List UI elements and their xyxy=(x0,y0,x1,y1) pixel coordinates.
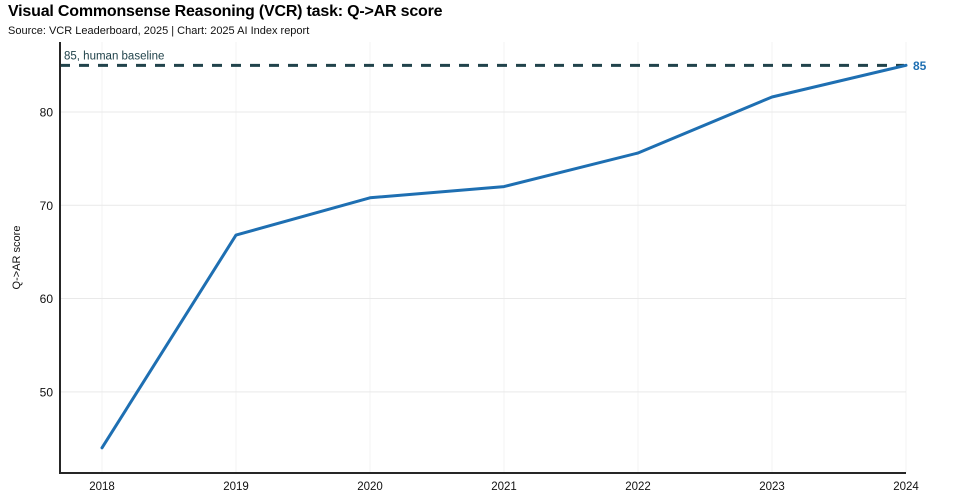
series-end-value-label: 85 xyxy=(913,59,927,73)
x-tick-label: 2021 xyxy=(491,481,517,493)
chart-source: Source: VCR Leaderboard, 2025 | Chart: 2… xyxy=(8,25,310,37)
y-axis-title: Q->AR score xyxy=(11,226,23,290)
y-tick-label: 60 xyxy=(40,292,54,306)
human-baseline-label: 85, human baseline xyxy=(64,50,164,62)
y-tick-label: 50 xyxy=(40,385,54,399)
x-tick-label: 2024 xyxy=(893,481,919,493)
x-tick-label: 2020 xyxy=(357,481,383,493)
y-tick-label: 70 xyxy=(40,199,54,213)
x-tick-label: 2023 xyxy=(759,481,785,493)
x-tick-label: 2022 xyxy=(625,481,651,493)
chart-title: Visual Commonsense Reasoning (VCR) task:… xyxy=(8,3,443,20)
x-tick-label: 2019 xyxy=(223,481,249,493)
y-tick-label: 80 xyxy=(40,105,54,119)
series-line-qar-score xyxy=(100,63,908,450)
x-tick-label: 2018 xyxy=(89,481,115,493)
